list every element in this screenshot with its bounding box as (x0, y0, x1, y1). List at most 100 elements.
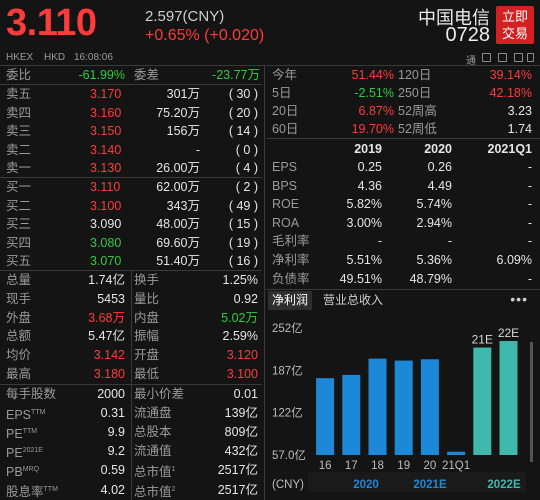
chart-tabs: 净利润 营业总收入 ••• (268, 291, 534, 310)
chart-bar[interactable] (473, 347, 492, 455)
fundamental-label: 股息率TTM (6, 484, 58, 499)
financials-row-label: BPS (272, 178, 298, 193)
stat-value: 5.02万 (221, 310, 258, 325)
timeline-bar (308, 472, 526, 492)
fundamental-value: 4.02 (100, 482, 125, 497)
chart-bar[interactable] (342, 374, 361, 455)
fundamental-label: PE2021E (6, 446, 43, 461)
divider (264, 65, 265, 500)
order-book-row[interactable]: 买五 3.070 51.40万 ( 16 ) (0, 252, 262, 270)
order-book-row[interactable]: 卖一 3.130 26.00万 ( 4 ) (0, 159, 262, 177)
financials-row-label: 净利率 (272, 253, 310, 267)
stat-value: 1.74亿 (88, 273, 125, 287)
performance-row: 20日 6.87% 52周高 3.23 (266, 102, 540, 120)
x-tick-label: 19 (397, 460, 410, 472)
order-price: 3.070 (90, 254, 122, 269)
fundamental-label: EPSTTM (6, 408, 46, 423)
fundamental-label: 流通盘 (134, 406, 172, 421)
fundamental-label-suffix: TTM (22, 428, 38, 436)
order-price: 3.110 (90, 180, 121, 194)
order-book-row[interactable]: 买一 3.110 62.00万 ( 2 ) (0, 178, 262, 196)
financials-cell: 48.79% (409, 271, 452, 286)
order-volume: 51.40万 (156, 254, 200, 269)
x-group-label: 2020 (353, 479, 379, 491)
stat-value: 5453 (97, 291, 125, 306)
stat-value: 5.47亿 (88, 329, 125, 344)
stat-row: 均价 3.142 开盘 3.120 (0, 346, 262, 364)
financials-row-label: 毛利率 (272, 234, 310, 249)
stat-label: 振幅 (134, 329, 160, 344)
trade-now-button[interactable]: 立即 交易 (496, 6, 534, 44)
x-tick-label: 20 (424, 460, 437, 472)
order-book-row[interactable]: 卖五 3.170 301万 ( 30 ) (0, 85, 262, 103)
chart-bar[interactable] (499, 341, 518, 455)
stat-label: 现手 (6, 291, 32, 306)
period-return: 39.14% (489, 68, 532, 82)
x-tick-label: 16 (319, 460, 332, 472)
order-price: 3.100 (90, 198, 122, 213)
order-book-row[interactable]: 卖三 3.150 156万 ( 14 ) (0, 122, 262, 140)
period-label: 5日 (272, 86, 292, 100)
order-price: 3.090 (90, 217, 122, 232)
more-icon[interactable]: ••• (510, 291, 528, 307)
info-bar: HKEX HKD 16:08:06 通 (0, 52, 540, 67)
order-book-row[interactable]: 卖二 3.140 - ( 0 ) (0, 141, 262, 159)
order-ratio-value: -61.99% (78, 68, 125, 82)
order-price: 3.150 (90, 124, 122, 139)
financials-row-label: ROE (272, 197, 300, 212)
stat-row: 总量 1.74亿 换手 1.25% (0, 271, 262, 289)
order-volume: 26.00万 (156, 161, 200, 176)
fundamental-row: EPSTTM 0.31 流通盘 139亿 (0, 404, 262, 422)
order-volume: 156万 (166, 124, 200, 139)
lock-icon[interactable] (498, 53, 507, 62)
scrollbar[interactable] (530, 342, 533, 462)
financials-cell: 6.09% (496, 253, 532, 267)
period-label: 60日 (272, 122, 299, 136)
fundamental-value: 0.59 (100, 463, 125, 478)
fundamental-value: 809亿 (224, 425, 258, 440)
divider (0, 177, 262, 178)
chart-bar[interactable] (394, 360, 413, 455)
stat-value: 3.142 (93, 348, 125, 363)
share-icon[interactable] (482, 53, 491, 62)
tab-revenue[interactable]: 营业总收入 (323, 293, 384, 307)
tab-net-profit[interactable]: 净利润 (268, 291, 312, 310)
order-count: ( 4 ) (235, 161, 258, 176)
stat-value: 3.180 (93, 367, 125, 381)
order-book-row[interactable]: 买三 3.090 48.00万 ( 15 ) (0, 215, 262, 233)
order-count: ( 20 ) (228, 105, 258, 120)
stat-value: 1.25% (222, 273, 258, 287)
financials-cell: 4.49 (427, 178, 452, 193)
fundamental-label: 每手股数 (6, 387, 57, 401)
order-book-row[interactable]: 卖四 3.160 75.20万 ( 20 ) (0, 104, 262, 122)
update-time: 16:08:06 (74, 52, 113, 63)
period-label: 今年 (272, 68, 298, 82)
period-return: 1.74 (507, 122, 532, 136)
bar-estimate-label: 22E (498, 326, 519, 340)
financials-cell: 5.82% (346, 197, 382, 212)
financials-cell: 5.51% (346, 253, 382, 267)
order-book-row[interactable]: 买二 3.100 343万 ( 49 ) (0, 197, 262, 215)
financials-cell: - (377, 234, 382, 249)
financials-cell: - (527, 234, 532, 249)
chart-bar[interactable] (447, 451, 466, 455)
order-level-label: 买二 (6, 198, 32, 213)
financials-cell: 4.36 (357, 178, 382, 193)
fundamental-value: 2000 (97, 387, 125, 401)
divider (131, 270, 132, 500)
order-price: 3.140 (90, 142, 122, 157)
chart-bar[interactable] (368, 358, 387, 455)
order-count: ( 0 ) (235, 142, 258, 157)
order-book-row[interactable]: 买四 3.080 69.60万 ( 19 ) (0, 234, 262, 252)
order-level-label: 买一 (6, 180, 32, 194)
settings-icon[interactable] (527, 53, 534, 62)
chart-bar[interactable] (420, 359, 439, 455)
financials-column-header: 2019 (354, 142, 382, 156)
fundamental-label: 总股本 (134, 425, 172, 440)
stat-label: 外盘 (6, 310, 32, 325)
chart-bar[interactable] (316, 378, 335, 455)
financials-cell: - (527, 271, 532, 286)
divider (0, 65, 540, 66)
menu-icon[interactable] (514, 53, 523, 62)
x-group-label: 2021E (413, 479, 447, 491)
